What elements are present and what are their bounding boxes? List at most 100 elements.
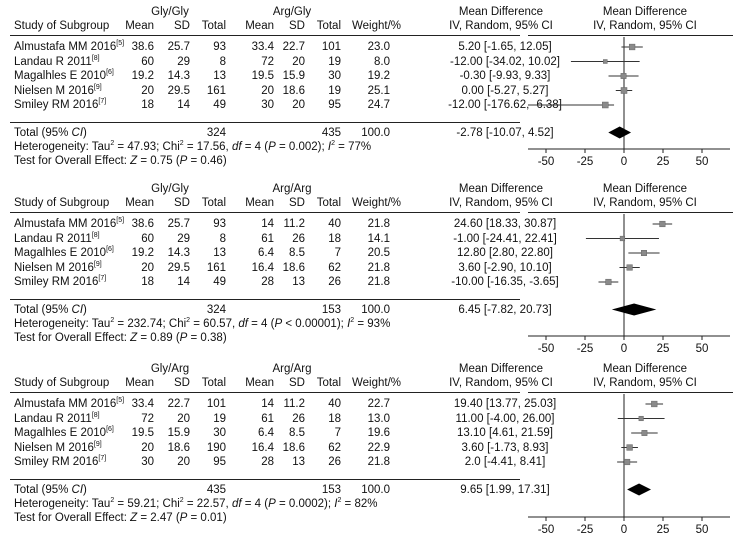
total1-cell: 95 <box>213 456 226 468</box>
sd2-cell: 13 <box>292 456 305 468</box>
study-reference: [9] <box>93 440 102 448</box>
heterogeneity-part: P <box>268 140 276 153</box>
weight-cell: 24.7 <box>367 99 390 111</box>
md-column-subtitle: IV, Random, 95% CI <box>449 20 553 32</box>
mean2-cell: 6.4 <box>258 427 274 439</box>
x-axis-tick-label: -50 <box>538 343 555 355</box>
weight-cell: 8.0 <box>374 55 390 68</box>
overall-effect-part: P <box>179 331 188 344</box>
sd2-cell: 8.5 <box>289 427 305 439</box>
mean2-cell: 33.4 <box>251 41 274 53</box>
heterogeneity-part: Heterogeneity: Tau <box>14 140 111 153</box>
study-label: Smiley RM 2016 <box>14 276 99 288</box>
total2-cell: 19 <box>328 84 341 97</box>
sd2-column-header: SD <box>289 197 305 209</box>
group2-label: Arg/Gly <box>272 6 312 18</box>
md-column-title: Mean Difference <box>458 183 544 195</box>
study-name: Smiley RM 2016[7] <box>14 275 106 289</box>
sd2-cell: 18.6 <box>282 441 305 454</box>
mean2-cell: 28 <box>261 276 274 288</box>
sd1-cell: 22.7 <box>167 398 190 410</box>
mean2-column-header: Mean <box>245 197 274 209</box>
mean2-cell: 61 <box>261 232 274 245</box>
plot-column-title: Mean Difference <box>602 183 688 195</box>
md-column-subtitle: IV, Random, 95% CI <box>449 197 553 209</box>
x-axis-tick-label: -50 <box>538 524 555 536</box>
heterogeneity-part: df <box>231 140 242 153</box>
heterogeneity-part: I <box>347 317 351 330</box>
sd2-cell: 26 <box>292 412 305 425</box>
sd1-cell: 29.5 <box>167 84 190 97</box>
heterogeneity-part: = 93% <box>354 317 391 330</box>
ci-cell: -12.00 [-34.02, 10.02] <box>450 55 560 68</box>
study-name: Landau R 2011[8] <box>14 55 100 69</box>
ci-cell: 3.60 [-2.90, 10.10] <box>458 261 552 274</box>
study-label: Landau R 2011 <box>14 55 92 68</box>
total-weight-cell: 100.0 <box>361 303 390 316</box>
study-point-marker <box>626 264 633 271</box>
total-ci-cell: 9.65 [1.99, 17.31] <box>460 483 550 496</box>
study-name: Landau R 2011[8] <box>14 232 100 246</box>
heterogeneity-part: = 60.57, <box>190 317 239 330</box>
study-point-marker <box>620 73 627 79</box>
heterogeneity-part: = 0.002); <box>275 140 328 153</box>
ci-cell: -12.00 [-176.62, -6.38] <box>448 99 562 111</box>
ci-cell: 19.40 [13.77, 25.03] <box>453 398 557 410</box>
x-axis-tick-label: -50 <box>538 156 555 168</box>
study-column-header: Study of Subgroup <box>14 377 110 389</box>
study-label: Almustafa MM 2016 <box>14 398 117 410</box>
forest-plot: -50 -25 0 25 50 <box>528 214 730 355</box>
weight-cell: 14.1 <box>367 232 390 245</box>
x-axis-tick-label: 0 <box>621 524 627 536</box>
sd2-cell: 22.7 <box>282 41 305 53</box>
total-label-ci: CI <box>71 303 84 316</box>
header-divider <box>528 392 733 393</box>
study-reference: [6] <box>106 246 114 253</box>
total2-cell: 7 <box>334 247 341 259</box>
study-reference: [7] <box>98 455 107 462</box>
study-reference: [5] <box>116 397 125 404</box>
study-label: Magalhles E 2010 <box>14 427 107 439</box>
table-divider <box>10 298 520 300</box>
sd1-cell: 14.3 <box>167 247 190 259</box>
overall-effect-part: Z <box>130 511 138 524</box>
ci-cell: 12.80 [2.80, 22.80] <box>457 247 553 259</box>
overall-effect-line: Test for Overall Effect: Z = 0.89 (P = 0… <box>14 331 227 345</box>
overall-effect-part: = 0.01) <box>187 511 227 524</box>
total1-cell: 8 <box>219 232 226 245</box>
sd1-cell: 29.5 <box>167 261 190 274</box>
mean1-cell: 18 <box>141 276 154 288</box>
total1-column-header: Total <box>201 197 226 209</box>
weight-cell: 20.5 <box>367 247 390 259</box>
study-label: Landau R 2011 <box>14 232 92 245</box>
heterogeneity-part: df <box>238 317 248 330</box>
study-point-marker <box>605 278 612 286</box>
sd1-cell: 14.3 <box>167 70 190 82</box>
mean2-cell: 6.4 <box>258 247 274 259</box>
total1-cell: 8 <box>219 55 226 68</box>
total-label-close: ) <box>83 126 87 139</box>
heterogeneity-part: = 22.57, <box>183 497 232 510</box>
study-label: Nielsen M 2016 <box>14 441 94 454</box>
x-axis-tick-label: -25 <box>577 524 594 536</box>
sd1-cell: 25.7 <box>167 41 190 53</box>
mean2-cell: 14 <box>261 218 274 230</box>
total-total2-cell: 153 <box>321 483 341 496</box>
group1-label: Gly/Gly <box>151 183 189 195</box>
ci-cell: 11.00 [-4.00, 26.00] <box>455 412 555 425</box>
weight-cell: 19.6 <box>367 427 390 439</box>
heterogeneity-part: 2 <box>337 496 342 504</box>
header-divider <box>10 35 520 36</box>
sd2-cell: 20 <box>292 99 305 111</box>
total1-cell: 30 <box>213 427 226 439</box>
total-label-text: Total (95% <box>14 126 72 139</box>
mean1-cell: 19.2 <box>131 247 154 259</box>
heterogeneity-part: = 17.56, <box>183 140 232 153</box>
total-total1-cell: 324 <box>206 126 226 139</box>
sd2-cell: 18.6 <box>282 84 305 97</box>
heterogeneity-part: 2 <box>110 139 115 147</box>
ci-cell: 3.60 [-1.73, 8.93] <box>461 441 549 454</box>
study-point-marker <box>602 101 609 109</box>
forest-plot: -50 -25 0 25 50 <box>528 37 730 168</box>
header-divider <box>528 35 733 36</box>
